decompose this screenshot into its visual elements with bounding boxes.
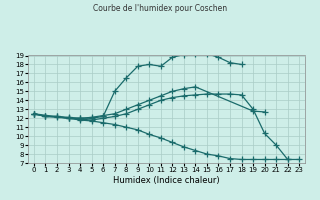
Text: Courbe de l'humidex pour Coschen: Courbe de l'humidex pour Coschen xyxy=(93,4,227,13)
X-axis label: Humidex (Indice chaleur): Humidex (Indice chaleur) xyxy=(113,176,220,185)
